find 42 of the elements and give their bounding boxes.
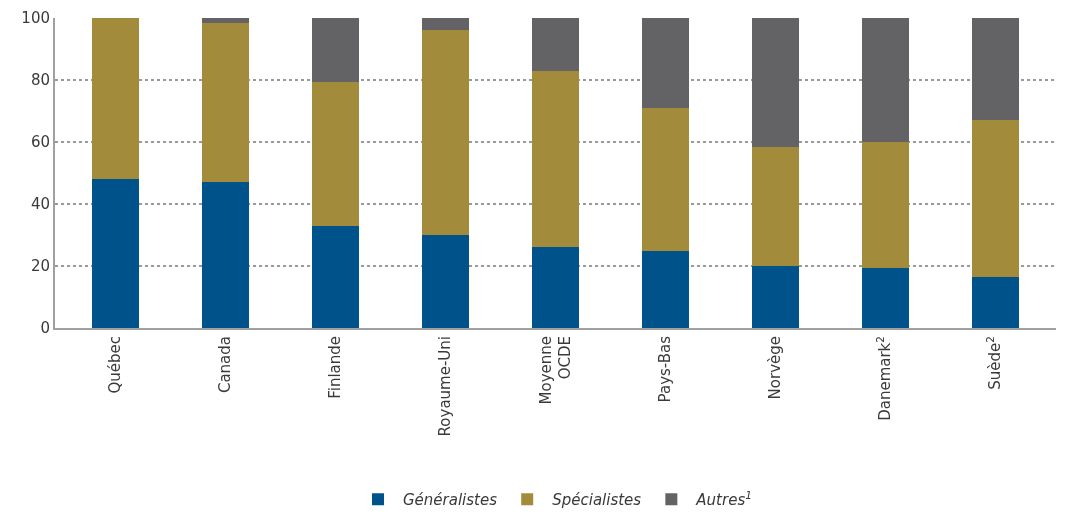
bar [312,225,359,328]
bar [202,182,249,328]
bar [532,18,579,71]
y-tick-label: 80 [30,71,50,90]
bar [752,266,799,328]
legend-label: Autres$^{1}$ [695,488,752,510]
bar [532,70,579,248]
x-tick-label: Moyenne OCDE [536,336,575,405]
bar [642,107,689,251]
bar [422,18,469,31]
y-tick-label: 40 [30,195,50,214]
bar [422,235,469,328]
y-tick-label: 100 [21,9,50,28]
x-tick-label: Royaume-Uni [436,336,455,437]
bar [972,276,1019,328]
bar [862,142,909,268]
y-tick-label: 60 [30,133,50,152]
bar [202,22,249,183]
bar [642,18,689,108]
x-tick-label: Canada [216,336,235,394]
bar [752,18,799,147]
bar [862,267,909,328]
bar [862,18,909,142]
y-tick-label: 20 [30,257,50,276]
bar [972,120,1019,277]
bar [92,18,139,180]
x-tick-label: Norvège [766,336,785,400]
y-tick-label: 0 [40,319,50,338]
legend-label: Généralistes [403,491,498,510]
bar [642,250,689,328]
x-tick-label: Finlande [326,336,345,399]
bar [752,146,799,266]
bar [202,18,249,23]
bar [972,18,1019,121]
bar [92,179,139,328]
bar [422,30,469,235]
legend-label: Spécialistes [552,491,642,510]
bar [532,247,579,328]
bar [312,81,359,226]
x-tick-label: Pays-Bas [656,335,675,403]
x-tick-label: Québec [106,336,125,394]
bar [312,18,359,82]
